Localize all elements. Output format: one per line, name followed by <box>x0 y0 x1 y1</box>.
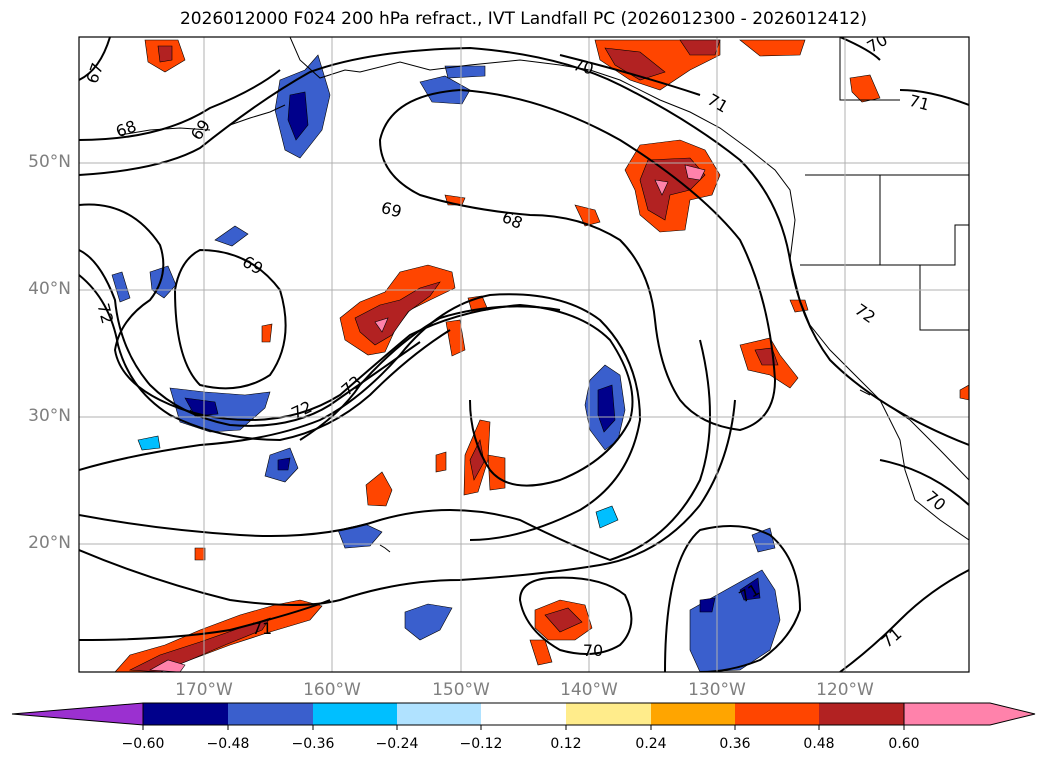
contour-label: 70 <box>571 55 596 79</box>
colorbar-swatch <box>228 703 313 725</box>
lon-label: 140°W <box>560 680 618 700</box>
colorbar-extend-low <box>11 702 144 726</box>
colorbar-tick-label: 0.12 <box>550 736 582 752</box>
colorbar-swatch <box>735 703 819 725</box>
negative-anomaly-shading <box>111 54 781 672</box>
colorbar-swatch <box>313 703 397 725</box>
colorbar-tick-label: 0.60 <box>888 736 920 752</box>
contour-label: 72 <box>94 301 118 326</box>
colorbar-ticks <box>142 725 905 730</box>
lat-label: 40°N <box>28 279 71 299</box>
lon-label: 150°W <box>432 680 490 700</box>
lat-label: 30°N <box>28 406 71 426</box>
colorbar-tick-label: 0.36 <box>719 736 751 752</box>
map-gridlines <box>79 37 969 672</box>
lon-label: 130°W <box>688 680 746 700</box>
coastlines <box>119 37 969 553</box>
colorbar-tick-label: 0.24 <box>635 736 667 752</box>
colorbar-swatch <box>397 703 481 725</box>
colorbar-tick-label: −0.36 <box>291 736 335 752</box>
contour-label: 70 <box>583 641 603 660</box>
colorbar-swatch <box>819 703 904 725</box>
colorbar-swatch <box>566 703 651 725</box>
lat-label: 50°N <box>28 152 71 172</box>
lon-label: 120°W <box>816 680 874 700</box>
colorbar-swatch <box>143 703 228 725</box>
colorbar-tick-label: −0.60 <box>121 736 165 752</box>
colorbar-tick-label: −0.24 <box>375 736 419 752</box>
contour-label: 71 <box>252 619 272 638</box>
colorbar-swatch <box>651 703 735 725</box>
colorbar-tick-label: −0.12 <box>459 736 503 752</box>
colorbar-swatch <box>481 703 566 725</box>
refractivity-contours <box>79 37 969 672</box>
colorbar-tick-label: 0.48 <box>803 736 835 752</box>
map-title: 2026012000 F024 200 hPa refract., IVT La… <box>179 9 867 29</box>
colorbar-tick-label: −0.48 <box>206 736 250 752</box>
colorbar-extend-high <box>903 702 1036 726</box>
colorbar <box>11 702 1036 730</box>
contour-label: 69 <box>379 198 404 222</box>
lon-label: 160°W <box>303 680 361 700</box>
colorbar-outline <box>142 702 905 726</box>
map-frame <box>78 36 970 673</box>
contour-label: 71 <box>907 91 932 115</box>
political-borders <box>800 37 969 331</box>
lat-label: 20°N <box>28 533 71 553</box>
map-panel <box>79 37 969 672</box>
lon-label: 170°W <box>175 680 233 700</box>
